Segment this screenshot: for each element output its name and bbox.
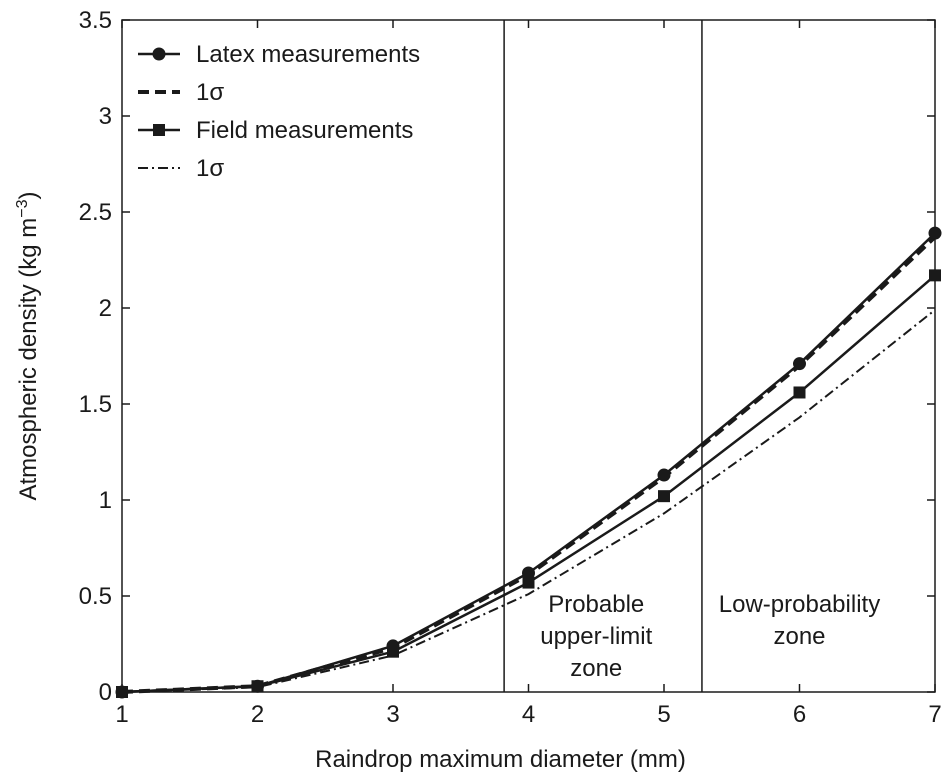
zone-label-line: Probable (548, 591, 644, 618)
y-axis-title-exponent: −3 (14, 199, 31, 217)
y-tick-label: 1 (99, 487, 112, 514)
x-tick-label: 5 (657, 701, 670, 728)
x-tick-label: 3 (386, 701, 399, 728)
legend-marker-circle (152, 47, 166, 61)
data-point-square (793, 386, 806, 399)
legend-label-4: 1σ (196, 155, 224, 182)
data-point-square (929, 269, 941, 282)
legend-label-3: Field measurements (196, 117, 413, 144)
data-point-square (522, 576, 535, 589)
x-tick-label: 1 (115, 701, 128, 728)
x-tick-label: 7 (928, 701, 941, 728)
x-axis-title: Raindrop maximum diameter (mm) (315, 746, 686, 773)
data-point-circle (928, 226, 942, 240)
data-point-square (658, 490, 670, 503)
legend-label-1: Latex measurements (196, 41, 420, 68)
y-tick-label: 1.5 (79, 391, 112, 418)
zone-label-line: upper-limit (540, 623, 652, 650)
y-tick-label: 3 (99, 103, 112, 130)
x-tick-label: 2 (251, 701, 264, 728)
data-point-square (387, 645, 399, 658)
y-tick-label: 3.5 (79, 7, 112, 34)
y-tick-label: 2.5 (79, 199, 112, 226)
y-tick-label: 0 (99, 679, 112, 706)
legend-marker-square (153, 124, 165, 136)
y-axis-title-suffix: ) (15, 191, 42, 199)
y-tick-label: 2 (99, 295, 112, 322)
zone-label-line: zone (773, 623, 825, 650)
legend-label-2: 1σ (196, 79, 224, 106)
data-point-circle (793, 357, 806, 371)
x-tick-label: 4 (522, 701, 535, 728)
y-axis-title-main: Atmospheric density (kg m (15, 218, 42, 501)
data-point-circle (657, 468, 671, 482)
zone-label-line: zone (570, 655, 622, 682)
x-tick-label: 6 (793, 701, 806, 728)
y-axis-title: Atmospheric density (kg m−3) (14, 191, 42, 500)
y-tick-label: 0.5 (79, 583, 112, 610)
data-point-circle (522, 566, 535, 580)
zone-label-line: Low-probability (719, 591, 880, 618)
